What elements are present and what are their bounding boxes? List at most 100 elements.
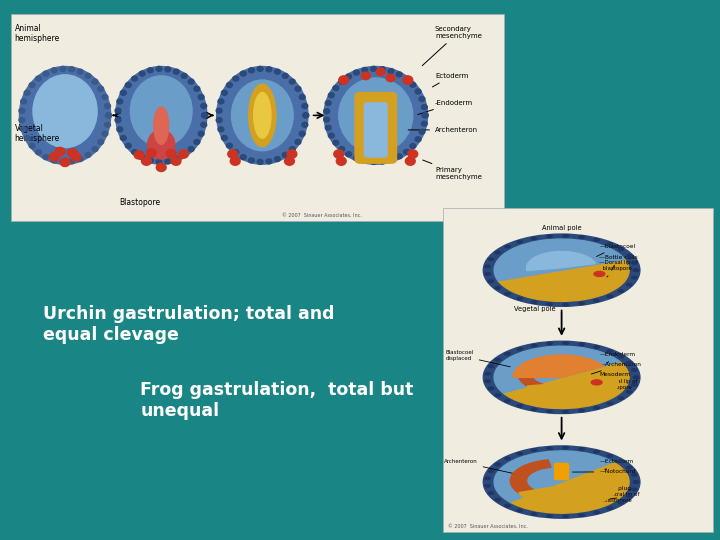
- Circle shape: [626, 254, 632, 257]
- Circle shape: [289, 147, 295, 152]
- Circle shape: [579, 236, 584, 238]
- Circle shape: [166, 150, 176, 158]
- Circle shape: [388, 69, 394, 73]
- Circle shape: [618, 460, 624, 462]
- Circle shape: [485, 484, 490, 487]
- Circle shape: [300, 131, 305, 136]
- Circle shape: [361, 72, 370, 79]
- Text: -Endoderm: -Endoderm: [418, 100, 473, 114]
- Text: Urchin gastrulation; total and
equal clevage: Urchin gastrulation; total and equal cle…: [43, 305, 335, 344]
- Circle shape: [531, 344, 536, 347]
- Circle shape: [266, 67, 272, 72]
- Circle shape: [21, 99, 27, 104]
- Ellipse shape: [253, 92, 271, 138]
- Circle shape: [98, 86, 104, 91]
- Circle shape: [92, 79, 98, 84]
- Text: —Ventral lip of
  blastopore: —Ventral lip of blastopore: [599, 492, 640, 503]
- Circle shape: [120, 136, 126, 140]
- Circle shape: [631, 261, 637, 264]
- Circle shape: [148, 158, 153, 163]
- Circle shape: [580, 490, 597, 497]
- Text: —Dorsal lip of
  blastopore: —Dorsal lip of blastopore: [599, 379, 638, 389]
- Circle shape: [328, 93, 334, 98]
- Circle shape: [216, 118, 222, 123]
- Circle shape: [631, 276, 637, 279]
- Circle shape: [421, 121, 427, 126]
- Circle shape: [201, 104, 207, 109]
- Circle shape: [618, 355, 624, 358]
- Circle shape: [618, 397, 624, 400]
- Circle shape: [198, 131, 204, 136]
- Circle shape: [607, 402, 613, 405]
- Circle shape: [333, 85, 339, 91]
- Circle shape: [607, 295, 613, 298]
- Text: Archenteron: Archenteron: [444, 460, 516, 474]
- Circle shape: [631, 369, 637, 371]
- Circle shape: [104, 122, 111, 127]
- Ellipse shape: [33, 75, 97, 147]
- Circle shape: [125, 83, 131, 87]
- Circle shape: [171, 157, 181, 165]
- Circle shape: [324, 117, 330, 122]
- Circle shape: [227, 143, 233, 148]
- Circle shape: [377, 68, 385, 76]
- Wedge shape: [513, 355, 603, 377]
- Circle shape: [505, 245, 510, 248]
- Circle shape: [415, 137, 421, 142]
- Circle shape: [257, 159, 263, 164]
- Circle shape: [618, 248, 624, 251]
- Circle shape: [563, 410, 568, 413]
- Circle shape: [146, 148, 156, 157]
- Circle shape: [222, 136, 228, 140]
- Circle shape: [607, 243, 613, 245]
- Circle shape: [43, 71, 49, 76]
- Circle shape: [43, 154, 49, 160]
- Text: Secondary
mesenchyme: Secondary mesenchyme: [422, 26, 482, 66]
- Circle shape: [403, 77, 410, 82]
- Text: —Bottle cells: —Bottle cells: [599, 255, 638, 271]
- Circle shape: [117, 99, 123, 104]
- Circle shape: [165, 67, 171, 72]
- Wedge shape: [498, 260, 629, 301]
- Circle shape: [579, 514, 584, 516]
- Circle shape: [132, 150, 138, 154]
- Text: Vegetal
hemisphere: Vegetal hemisphere: [14, 124, 60, 143]
- Circle shape: [517, 404, 523, 407]
- Circle shape: [547, 447, 552, 449]
- Circle shape: [240, 71, 246, 76]
- Circle shape: [505, 293, 510, 295]
- Circle shape: [328, 133, 334, 138]
- Circle shape: [21, 127, 27, 132]
- Circle shape: [631, 383, 637, 386]
- Circle shape: [30, 143, 35, 148]
- Circle shape: [333, 140, 339, 145]
- Circle shape: [51, 158, 57, 163]
- Circle shape: [517, 240, 523, 243]
- Circle shape: [227, 83, 233, 87]
- Circle shape: [419, 129, 425, 134]
- Circle shape: [102, 131, 108, 136]
- Circle shape: [142, 157, 151, 165]
- Circle shape: [60, 159, 66, 164]
- Circle shape: [295, 86, 301, 91]
- Circle shape: [228, 150, 238, 158]
- Wedge shape: [518, 360, 575, 393]
- Circle shape: [505, 504, 510, 507]
- Circle shape: [148, 68, 153, 73]
- Text: Vegetal pole: Vegetal pole: [514, 306, 555, 312]
- Circle shape: [594, 450, 599, 453]
- Circle shape: [106, 113, 112, 118]
- Circle shape: [51, 68, 57, 73]
- Circle shape: [488, 470, 494, 472]
- Circle shape: [92, 147, 98, 152]
- Circle shape: [222, 90, 228, 95]
- Circle shape: [634, 269, 639, 272]
- Circle shape: [505, 400, 510, 402]
- Circle shape: [563, 303, 568, 306]
- Circle shape: [115, 118, 121, 123]
- Text: —Notochord: —Notochord: [572, 469, 636, 474]
- Circle shape: [422, 113, 428, 118]
- Wedge shape: [494, 451, 613, 502]
- Circle shape: [563, 447, 568, 449]
- Circle shape: [218, 99, 224, 104]
